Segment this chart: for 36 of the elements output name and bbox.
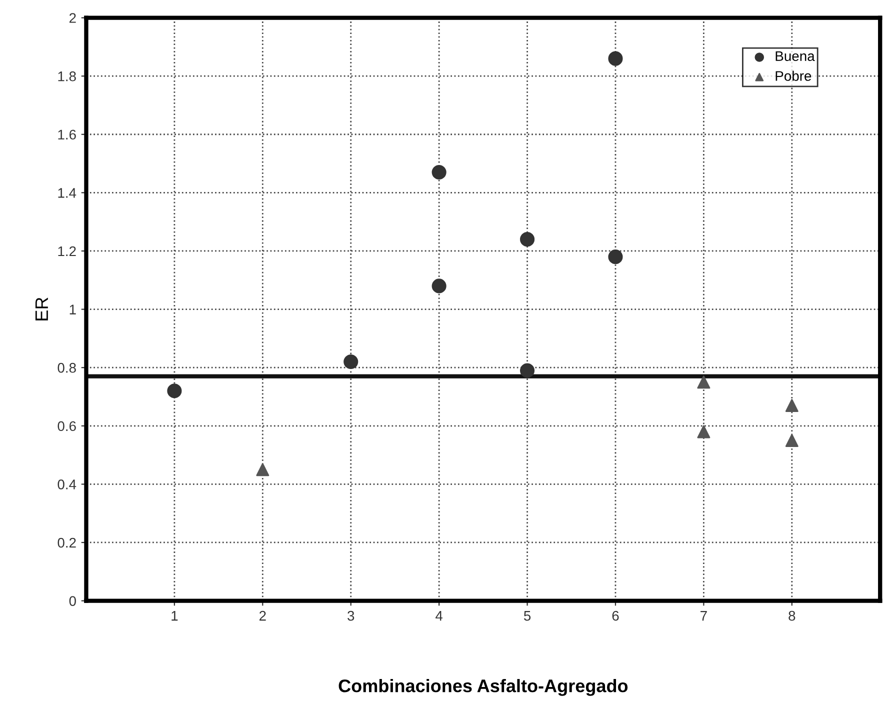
x-tick-label: 1: [172, 611, 178, 621]
point: [520, 232, 535, 247]
y-tick-label: 0.8: [58, 362, 76, 373]
y-tick-label: 1.8: [58, 71, 76, 82]
y-tick-label: 1.2: [58, 246, 76, 256]
point: [785, 398, 798, 412]
legend-label: Buena: [776, 51, 815, 62]
x-tick-label: 6: [612, 610, 619, 621]
point: [608, 250, 623, 264]
y-tick-label: 1: [70, 304, 76, 314]
y-tick-label: 0.4: [58, 480, 76, 490]
y-tick-label: 0.6: [58, 421, 76, 432]
point: [697, 376, 710, 389]
point: [256, 463, 270, 476]
x-tick-label: 4: [436, 611, 443, 621]
y-tick-label: 1.4: [58, 188, 76, 198]
point: [167, 384, 182, 398]
x-tick-label: 3: [348, 610, 354, 621]
point: [344, 354, 358, 370]
y-tick-label: 0: [69, 596, 76, 606]
point: [608, 51, 623, 66]
y-axis-title: ER: [35, 298, 48, 320]
point: [697, 425, 710, 438]
point: [520, 363, 535, 378]
x-axis-title: Combinaciones Asfalto-Agregado: [338, 679, 628, 696]
y-tick-label: 2: [69, 13, 76, 23]
y-tick-label: 0.2: [58, 538, 76, 548]
x-tick-label: 8: [788, 610, 796, 621]
x-tick-label: 7: [700, 611, 707, 621]
y-tick-label: 1.6: [58, 130, 76, 140]
x-tick-label: 2: [259, 610, 266, 621]
point: [785, 434, 798, 447]
x-tick-label: 5: [524, 611, 531, 621]
point: [432, 164, 446, 180]
point: [432, 278, 446, 294]
legend-label: Pobre: [776, 70, 812, 81]
